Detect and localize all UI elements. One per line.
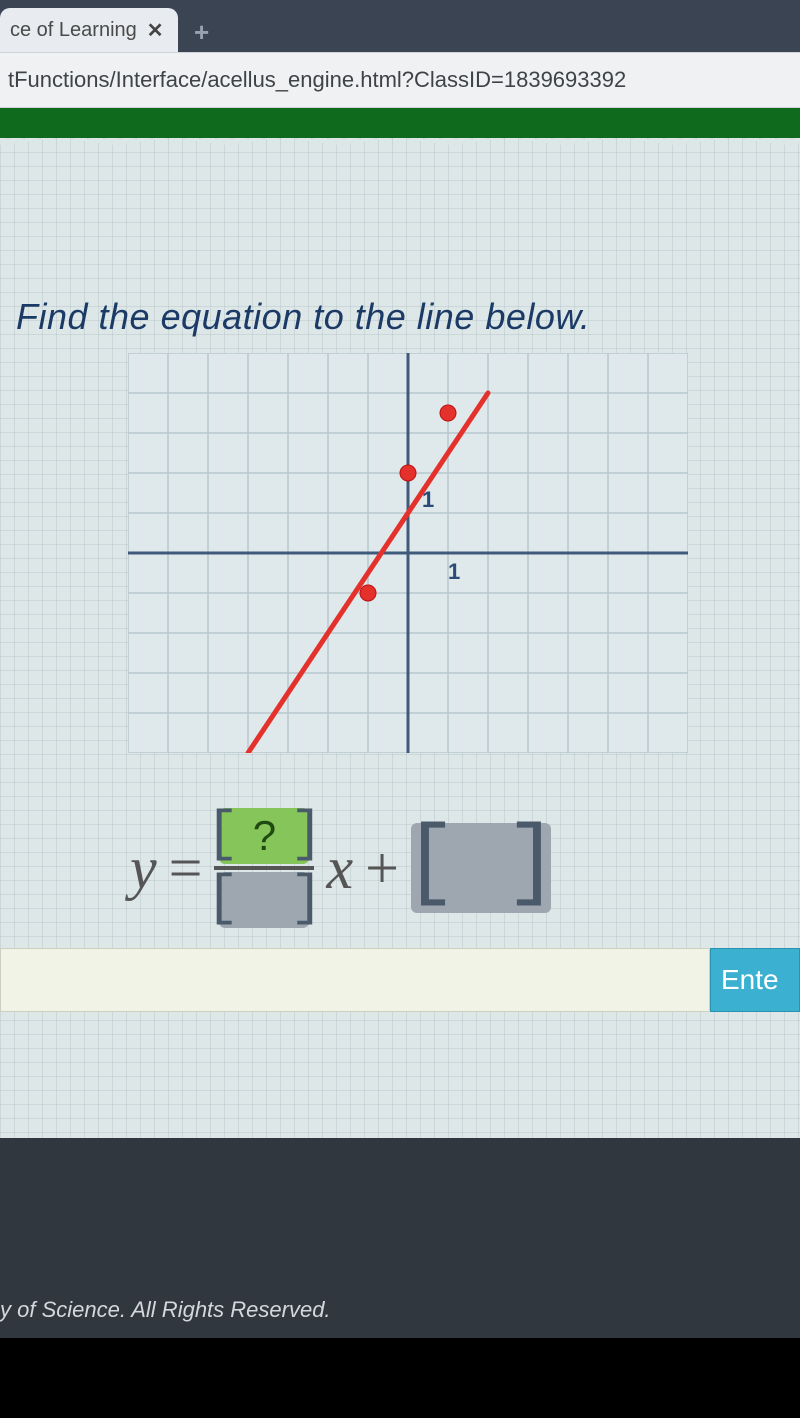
coordinate-graph: 11 <box>128 353 680 783</box>
answer-row: Ente <box>0 948 800 1012</box>
svg-text:1: 1 <box>448 559 460 584</box>
numerator-placeholder: ? <box>253 812 276 860</box>
variable-x: x <box>326 834 353 903</box>
browser-tab-active[interactable]: ce of Learning ✕ <box>0 8 178 52</box>
graph-svg: 11 <box>128 353 688 753</box>
zigzag-divider <box>0 138 800 150</box>
plus-sign: + <box>365 834 399 903</box>
page-viewport: Find the equation to the line below. 11 … <box>0 108 800 1418</box>
window-frame: ce of Learning ✕ + tFunctions/Interface/… <box>0 0 800 1418</box>
new-tab-button[interactable]: + <box>182 12 222 52</box>
answer-input[interactable] <box>0 948 710 1012</box>
equals-sign: = <box>169 834 203 903</box>
equation-template: y = [ ? ] [ ] x + [ ] <box>130 808 551 928</box>
numerator-input[interactable]: [ ? ] <box>219 808 309 864</box>
bracket-left-icon: [ <box>403 813 457 915</box>
bracket-right-icon: ] <box>290 866 324 930</box>
denominator-input[interactable]: [ ] <box>219 872 309 928</box>
black-bottom-bar <box>0 1338 800 1418</box>
slope-fraction: [ ? ] [ ] <box>214 808 314 928</box>
address-bar[interactable]: tFunctions/Interface/acellus_engine.html… <box>0 52 800 108</box>
browser-tabbar: ce of Learning ✕ + <box>0 0 800 52</box>
question-prompt: Find the equation to the line below. <box>16 296 790 338</box>
footer-text: y of Science. All Rights Reserved. <box>0 1297 331 1323</box>
tab-title: ce of Learning <box>10 19 137 42</box>
page-footer: y of Science. All Rights Reserved. <box>0 1282 800 1338</box>
plus-icon: + <box>194 17 209 48</box>
lesson-header-bar <box>0 108 800 138</box>
url-text: tFunctions/Interface/acellus_engine.html… <box>8 67 626 93</box>
bracket-left-icon: [ <box>205 866 239 930</box>
close-icon[interactable]: ✕ <box>147 18 164 43</box>
bracket-left-icon: [ <box>205 802 239 866</box>
variable-y: y <box>130 834 157 903</box>
enter-label: Ente <box>721 964 779 996</box>
bracket-right-icon: ] <box>505 813 559 915</box>
enter-button[interactable]: Ente <box>710 948 800 1012</box>
intercept-input[interactable]: [ ] <box>411 823 551 913</box>
svg-text:1: 1 <box>422 487 434 512</box>
bracket-right-icon: ] <box>290 802 324 866</box>
